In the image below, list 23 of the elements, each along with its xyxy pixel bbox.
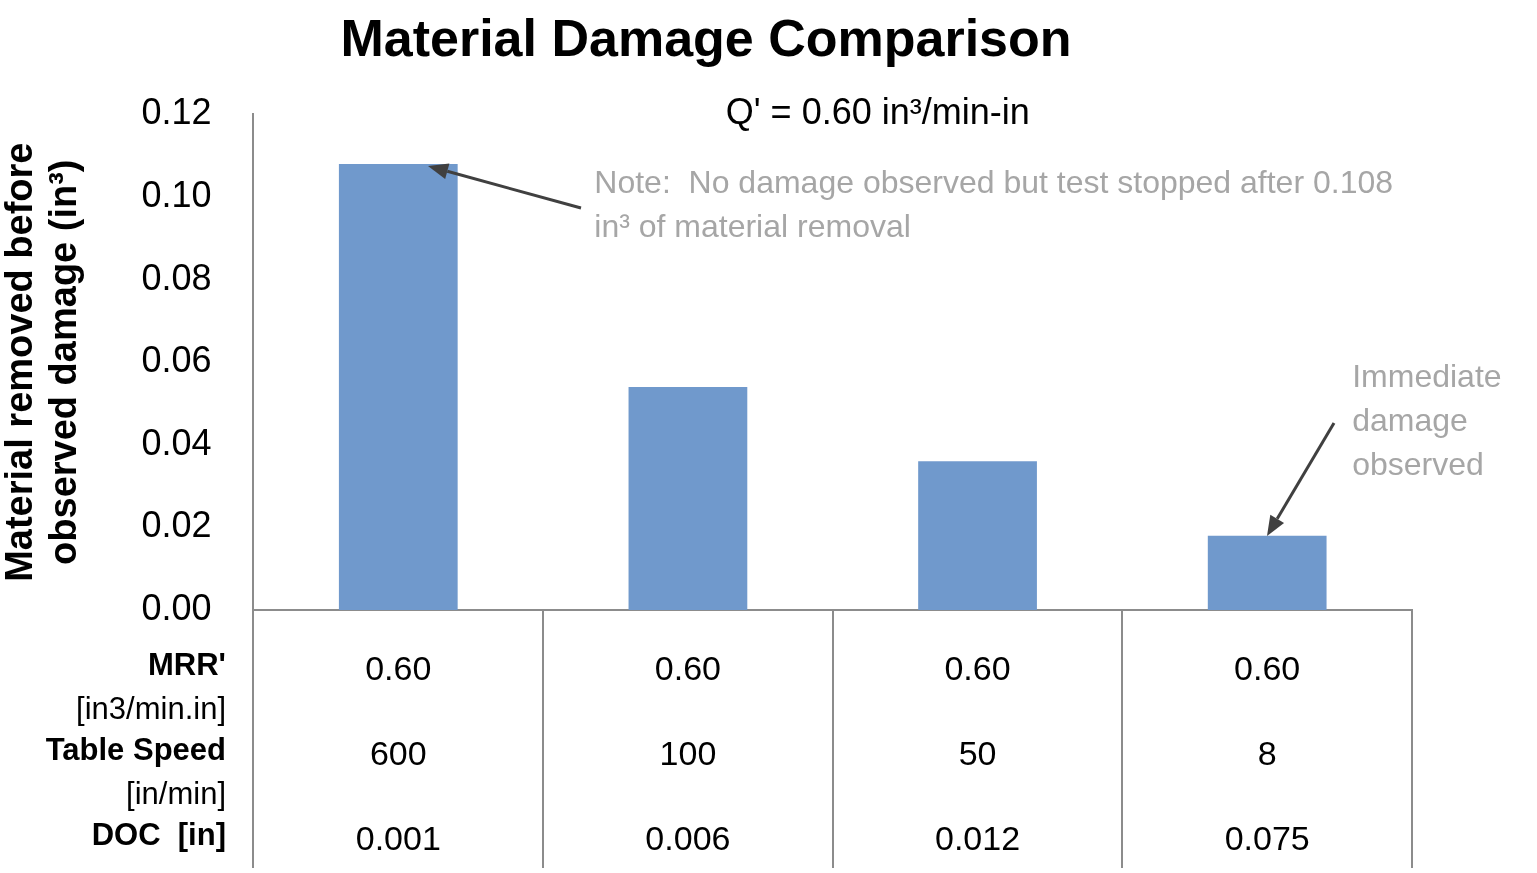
bar: [918, 461, 1037, 610]
y-tick-label: 0.08: [141, 256, 212, 298]
category-label: 0.60 100 0.006: [645, 648, 731, 857]
chart-subtitle: Q' = 0.60 in³/min-in: [725, 91, 1030, 133]
bar: [338, 163, 458, 610]
bar: [628, 386, 748, 610]
y-tick-label: 0.10: [141, 173, 212, 215]
text: DOC [in]: [91, 816, 226, 852]
y-tick-label: 0.06: [141, 339, 212, 381]
chart-title: Material Damage Comparison: [340, 8, 1072, 67]
annotation: Note: No damage observed but test stopped after 0.108 in³ of material removal: [594, 163, 1394, 244]
text: MRR' [in3/min.in]: [76, 646, 226, 726]
y-tick-label: 0.12: [141, 91, 212, 133]
y-axis-title: Material removed before observed damage (in³): [0, 142, 85, 582]
y-tick-label: 0.02: [141, 504, 212, 546]
category-label: 0.60 600 0.001: [355, 648, 441, 857]
text: Table Speed [in/min]: [45, 731, 226, 811]
annotation: Immediate damage observed: [1352, 358, 1502, 483]
y-tick-label: 0.04: [141, 421, 212, 463]
bar: [1207, 535, 1327, 610]
category-label: 0.60 8 0.075: [1224, 648, 1310, 857]
category-label: 0.60 50 0.012: [935, 648, 1021, 857]
y-tick-label: 0.00: [141, 586, 212, 628]
